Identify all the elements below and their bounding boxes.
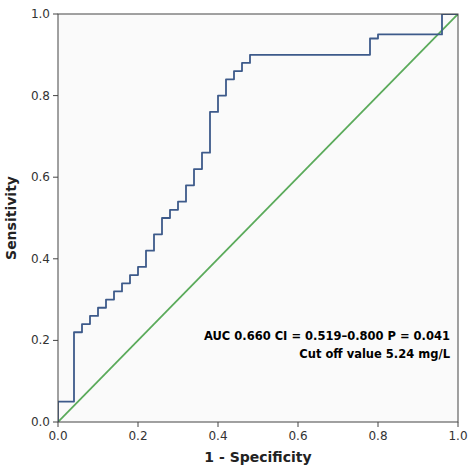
tick-label: 0.4 (208, 429, 227, 443)
tick-label: 1.0 (31, 7, 50, 21)
tick (53, 14, 58, 15)
tick (53, 422, 58, 423)
tick (218, 422, 219, 427)
tick-label: 0.0 (31, 415, 50, 429)
tick-label: 0.6 (288, 429, 307, 443)
tick (53, 340, 58, 341)
tick (58, 422, 59, 427)
line (58, 14, 458, 422)
x-axis-label: 1 - Specificity (204, 449, 311, 465)
line (58, 14, 458, 422)
annotation: AUC 0.660 CI = 0.519–0.800 P = 0.041 (204, 329, 450, 343)
series-group (58, 14, 458, 422)
tick (458, 422, 459, 427)
tick (138, 422, 139, 427)
tick (298, 422, 299, 427)
tick-label: 0.0 (48, 429, 67, 443)
tick-label: 0.8 (31, 89, 50, 103)
tick (53, 258, 58, 259)
tick-label: 1.0 (448, 429, 467, 443)
plot-area (58, 14, 458, 422)
tick (53, 95, 58, 96)
tick-label: 0.4 (31, 252, 50, 266)
chart: 0.0 0.2 0.4 0.6 0.8 1.0 0.0 0.2 0.4 0.6 0.8 1.0 1 - … (0, 0, 474, 474)
tick (378, 422, 379, 427)
tick-label: 0.6 (31, 170, 50, 184)
tick (53, 177, 58, 178)
tick-label: 0.2 (128, 429, 147, 443)
tick-label: 0.8 (368, 429, 387, 443)
y-axis-label: Sensitivity (3, 176, 19, 260)
annotation: Cut off value 5.24 mg/L (299, 347, 450, 361)
tick-label: 0.2 (31, 333, 50, 347)
plot-frame (58, 14, 458, 422)
